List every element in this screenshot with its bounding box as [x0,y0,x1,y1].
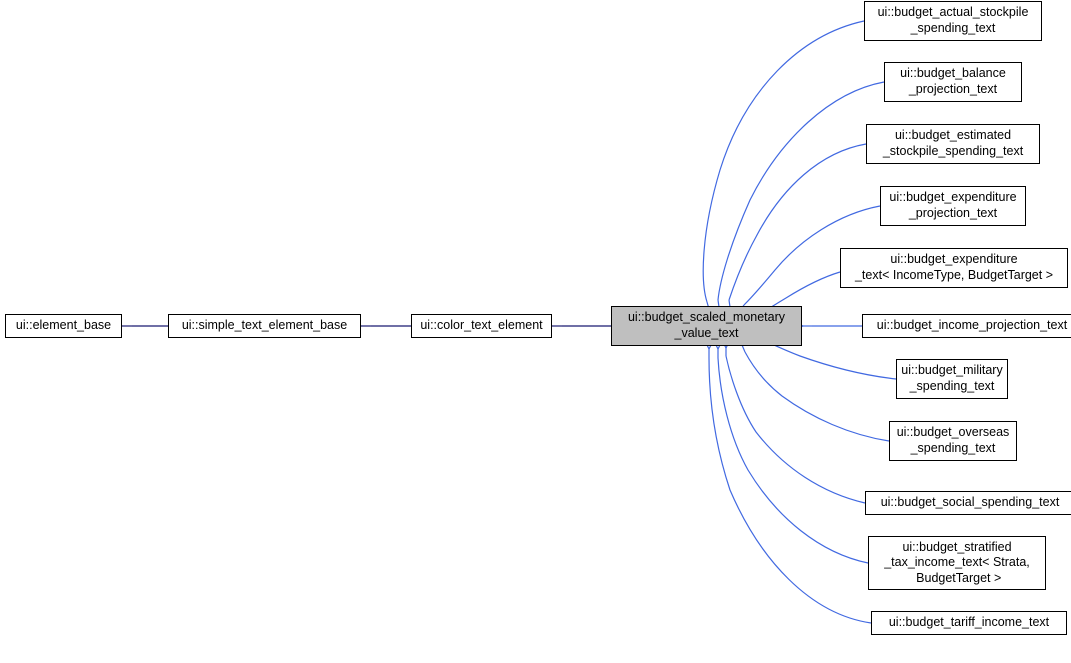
class-node-label: ui::budget_military [901,363,1002,379]
class-node-label: ui::simple_text_element_base [182,318,347,334]
class-node[interactable]: ui::budget_military_spending_text [896,359,1008,399]
class-node-label: _stockpile_spending_text [883,144,1023,160]
inheritance-edge [709,358,871,623]
class-node[interactable]: ui::budget_tariff_income_text [871,611,1067,635]
class-node[interactable]: ui::budget_expenditure_text< IncomeType,… [840,248,1068,288]
class-node[interactable]: ui::budget_stratified_tax_income_text< S… [868,536,1046,590]
class-node-label: ui::budget_balance [900,66,1006,82]
class-node-label: _tax_income_text< Strata, [884,555,1030,571]
class-node[interactable]: ui::budget_scaled_monetary_value_text [611,306,802,346]
class-node-label: ui::budget_scaled_monetary [628,310,785,326]
class-node-label: _spending_text [911,21,996,37]
class-node[interactable]: ui::budget_estimated_stockpile_spending_… [866,124,1040,164]
class-node-label: _text< IncomeType, BudgetTarget > [855,268,1053,284]
class-node-label: _value_text [675,326,739,342]
class-node[interactable]: ui::budget_social_spending_text [865,491,1071,515]
class-node-label: ui::element_base [16,318,111,334]
class-node[interactable]: ui::simple_text_element_base [168,314,361,338]
class-node-label: _spending_text [911,441,996,457]
inheritance-arrowhead [742,345,745,352]
class-node-label: ui::color_text_element [420,318,542,334]
class-node-label: ui::budget_estimated [895,128,1011,144]
class-node-label: ui::budget_expenditure [889,190,1016,206]
class-node[interactable]: ui::budget_balance_projection_text [884,62,1022,102]
class-node-label: ui::budget_stratified [902,540,1011,556]
class-node[interactable]: ui::budget_expenditure_projection_text [880,186,1026,226]
class-node[interactable]: ui::budget_actual_stockpile_spending_tex… [864,1,1042,41]
inheritance-edge [726,356,865,503]
class-node-label: ui::budget_social_spending_text [881,495,1060,511]
class-node-label: _spending_text [910,379,995,395]
class-node-label: ui::budget_tariff_income_text [889,615,1049,631]
class-node[interactable]: ui::color_text_element [411,314,552,338]
class-node[interactable]: ui::budget_overseas_spending_text [889,421,1017,461]
inheritance-diagram: ui::budget_actual_stockpile_spending_tex… [0,0,1071,663]
class-node-label: _projection_text [909,206,997,222]
class-node[interactable]: ui::budget_income_projection_text [862,314,1071,338]
class-node-label: _projection_text [909,82,997,98]
inheritance-edge [718,358,868,563]
class-node-label: BudgetTarget > [913,571,1002,587]
class-node-label: ui::budget_overseas [897,425,1010,441]
class-node[interactable]: ui::element_base [5,314,122,338]
class-node-label: ui::budget_actual_stockpile [878,5,1029,21]
class-node-label: ui::budget_income_projection_text [877,318,1067,334]
inheritance-edge [745,352,889,441]
class-node-label: ui::budget_expenditure [890,252,1017,268]
